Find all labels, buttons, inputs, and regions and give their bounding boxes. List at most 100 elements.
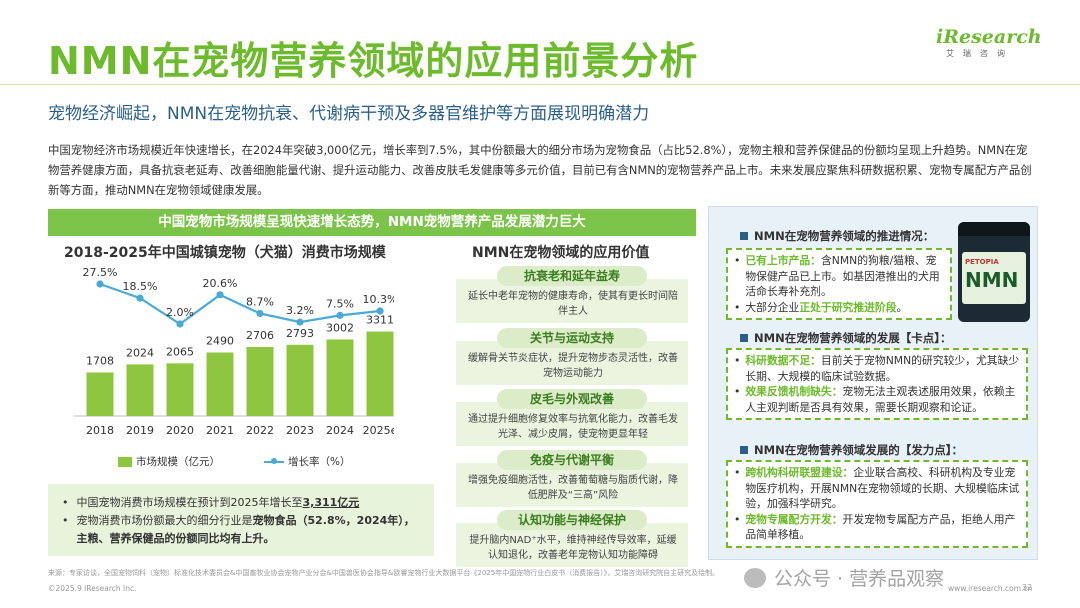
intro-paragraph: 中国宠物经济市场规模近年快速增长，在2024年突破3,000亿元，增长率到7.5… — [48, 143, 1032, 197]
value-desc: 通过提升细胞修复效率与抗氧化能力，改善毛发光泽、减少皮屑，使宠物更显年轻 — [456, 402, 688, 446]
value-label: 免疫与代谢平衡 — [497, 450, 647, 470]
list-item: • 大部分企业正处于研究推进阶段。 — [734, 300, 944, 316]
value-label: 关节与运动支持 — [497, 328, 647, 348]
growth-rate-label: 8.7% — [246, 295, 274, 308]
value-label: 认知功能与神经保护 — [497, 510, 647, 530]
item-highlight: 跨机构科研联盟建设： — [745, 466, 854, 479]
value-desc: 延长中老年宠物的健康寿命，使其有更长时间陪伴主人 — [456, 279, 688, 323]
x-tick-label: 2019 — [126, 424, 154, 437]
bullet-dot: • — [734, 354, 741, 367]
item-text: 宠物无法主观表述服用效果，依赖主人主观判断是否具有效果，需要长期观察和论证。 — [745, 385, 1016, 414]
x-tick-label: 2018 — [86, 424, 114, 437]
square-icon — [740, 446, 748, 454]
square-icon — [740, 334, 748, 342]
item-highlight: 科研数据不足： — [745, 354, 821, 367]
item-text: 开发宠物专属配方产品，拒绝人用产品简单移植。 — [745, 512, 1016, 542]
value-desc: 提升脑内NAD⁺水平，维持神经传导效率，延缓认知退化，改善老年宠物认知功能障碍 — [456, 523, 688, 567]
value-card: 认知功能与神经保护 提升脑内NAD⁺水平，维持神经传导效率，延缓认知退化，改善老… — [456, 510, 688, 567]
bullet-dot: • — [62, 496, 69, 509]
bar — [126, 364, 154, 416]
item-text: 企业联合高校、科研机构及专业宠物医疗机构，开展NMN在宠物领域的长期、大规模临床… — [745, 466, 1020, 510]
page-title: NMN在宠物营养领域的应用前景分析 — [48, 39, 699, 83]
growth-rate-label: 10.3% — [363, 293, 394, 306]
list-item: • 已有上市产品：含NMN的狗粮/猫粮、宠物保健产品已上市。如基因港推出的犬用活命… — [734, 253, 944, 300]
logo-subtext: 艾瑞咨询 — [946, 49, 1014, 58]
note-highlight: 3,311亿元 — [302, 496, 360, 509]
x-tick-label: 2021 — [206, 424, 234, 437]
growth-rate-point — [256, 309, 264, 318]
growth-rate-label: 27.5% — [83, 266, 118, 279]
product-brand: PETOPIA — [965, 258, 999, 266]
growth-rate-point — [96, 280, 104, 288]
item-highlight: 宠物专属配方开发： — [745, 512, 843, 526]
iresearch-logo: iResearch 艾瑞咨询 — [936, 26, 1056, 66]
bullet-dot: • — [734, 466, 741, 479]
bar-value-label: 2793 — [286, 327, 314, 340]
list-item: • 科研数据不足：目前关于宠物NMN的研究较少，尤其缺少长期、大规模的临床试验数据… — [734, 353, 1020, 384]
bar — [206, 352, 234, 416]
section-box: • 跨机构科研联盟建设：企业联合高校、科研机构及专业宠物医疗机构，开展NMN在宠物… — [726, 460, 1028, 548]
value-card: 抗衰老和延年益寿 延长中老年宠物的健康寿命，使其有更长时间陪伴主人 — [456, 266, 688, 323]
product-name: NMN — [965, 268, 1019, 292]
square-icon — [740, 232, 748, 240]
page-subtitle: 宠物经济崛起，NMN在宠物抗衰、代谢病干预及多器官维护等方面展现明确潜力 — [48, 104, 650, 124]
growth-rate-point — [376, 307, 384, 315]
section-heading-text: NMN在宠物营养领域发展的【发力点】： — [754, 443, 963, 457]
title-divider — [0, 84, 1080, 85]
bar — [166, 363, 194, 416]
bar-value-label: 2706 — [246, 329, 274, 342]
list-item: • 跨机构科研联盟建设：企业联合高校、科研机构及专业宠物医疗机构，开展NMN在宠物… — [734, 465, 1020, 512]
section-heading: NMN在宠物营养领域的发展【卡点】： — [740, 330, 951, 346]
growth-rate-point — [336, 311, 344, 319]
bar-value-label: 3002 — [326, 321, 354, 334]
x-tick-label: 2025e — [363, 424, 394, 437]
product-image: PETOPIA NMN — [958, 222, 1030, 322]
item-highlight: 效果反馈机制缺失： — [745, 385, 843, 398]
growth-rate-label: 7.5% — [326, 297, 354, 310]
bar-value-label: 3311 — [366, 314, 394, 327]
bullet-dot: • — [734, 512, 741, 526]
section-box: • 已有上市产品：含NMN的狗粮/猫粮、宠物保健产品已上市。如基因港推出的犬用活命… — [726, 248, 952, 320]
growth-rate-line — [99, 282, 381, 326]
note-text: 中国宠物消费市场规模在预计到2025年增长至 — [76, 496, 303, 509]
watermark-text: 公众号 · 营养品观察 — [774, 568, 945, 590]
watermark: 公众号 · 营养品观察 — [744, 564, 944, 591]
legend-item-line: 增长率（%） — [264, 454, 350, 469]
value-label: 抗衰老和延年益寿 — [497, 266, 647, 286]
chart-title: 2018-2025年中国城镇宠物（犬猫）消费市场规模 — [64, 245, 386, 261]
item-highlight: 正处于研究推进阶段 — [799, 300, 897, 314]
copyright: ©2025.9 iResearch Inc. — [48, 584, 137, 593]
bottle-cap — [958, 222, 1030, 236]
bar-value-label: 2024 — [126, 346, 154, 359]
x-tick-label: 2020 — [166, 424, 194, 437]
legend-bar-swatch — [118, 456, 132, 467]
value-card: 皮毛与外观改善 通过提升细胞修复效率与抗氧化能力，改善毛发光泽、减少皮屑，使宠物… — [456, 389, 688, 446]
growth-rate-point — [176, 320, 184, 328]
legend-line-label: 增长率（%） — [288, 456, 351, 468]
value-label: 皮毛与外观改善 — [497, 389, 647, 409]
legend-bar-label: 市场规模（亿元） — [136, 456, 220, 468]
chart-notes: • 中国宠物消费市场规模在预计到2025年增长至3,311亿元 • 宠物消费市场份额… — [48, 484, 434, 556]
x-tick-label: 2022 — [246, 424, 274, 437]
x-tick-label: 2023 — [286, 424, 314, 437]
growth-rate-point — [296, 318, 304, 326]
note-item: • 宠物消费市场份额最大的细分行业是宠物食品（52.8%，2024年），主粮、营养… — [62, 512, 424, 548]
page-number: 32 — [1022, 583, 1033, 592]
value-card: 免疫与代谢平衡 增强免疫细胞活性，改善葡萄糖与脂质代谢，降低肥胖及“三高”风险 — [456, 450, 688, 507]
bar — [326, 339, 354, 416]
growth-rate-label: 2.0% — [166, 306, 194, 319]
legend-item-bar: 市场规模（亿元） — [118, 454, 220, 469]
section-heading: NMN在宠物营养领域的推进情况： — [740, 228, 934, 244]
note-text: 宠物消费市场份额最大的细分行业是 — [76, 514, 253, 527]
bar-value-label: 1708 — [86, 354, 114, 367]
growth-rate-label: 3.2% — [286, 304, 314, 317]
growth-rate-point — [136, 294, 144, 302]
value-desc: 增强免疫细胞活性，改善葡萄糖与脂质代谢，降低肥胖及“三高”风险 — [456, 463, 688, 507]
bar-value-label: 2065 — [166, 345, 194, 358]
growth-rate-point — [216, 291, 224, 299]
footer-url: www.iresearch.com.cn — [948, 584, 1033, 593]
section-banner: 中国宠物市场规模呈现快速增长态势，NMN宠物营养产品发展潜力巨大 — [48, 209, 696, 236]
x-tick-label: 2024 — [326, 424, 354, 437]
section-heading-text: NMN在宠物营养领域的推进情况： — [754, 229, 935, 243]
bar — [246, 346, 274, 416]
